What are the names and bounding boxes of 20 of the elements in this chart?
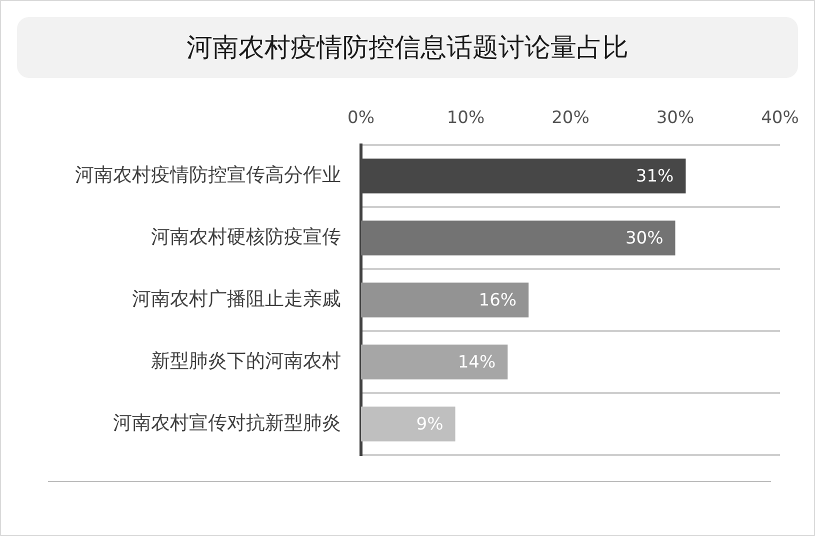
- x-tick-label: 10%: [446, 108, 485, 128]
- data-label: 9%: [416, 414, 444, 434]
- bar: [361, 220, 676, 256]
- x-tick-label: 20%: [552, 108, 590, 128]
- data-label: 16%: [478, 290, 517, 310]
- y-tick-label: 河南农村广播阻止走亲戚: [132, 288, 341, 310]
- bar: [361, 344, 508, 380]
- y-tick-label: 河南农村疫情防控宣传高分作业: [75, 164, 341, 186]
- bar: [361, 406, 456, 442]
- bar: [361, 282, 529, 318]
- chart-title: 河南农村疫情防控信息话题讨论量占比: [17, 17, 798, 78]
- x-tick-label: 30%: [656, 108, 694, 128]
- data-label: 31%: [636, 166, 674, 186]
- data-label: 14%: [458, 352, 496, 372]
- y-tick-label: 河南农村宣传对抗新型肺炎: [113, 412, 341, 434]
- y-tick-label: 新型肺炎下的河南农村: [151, 350, 341, 372]
- x-tick-label: 0%: [348, 108, 374, 128]
- data-label: 30%: [625, 228, 664, 248]
- y-tick-label: 河南农村硬核防疫宣传: [151, 226, 341, 248]
- x-tick-label: 40%: [761, 108, 799, 128]
